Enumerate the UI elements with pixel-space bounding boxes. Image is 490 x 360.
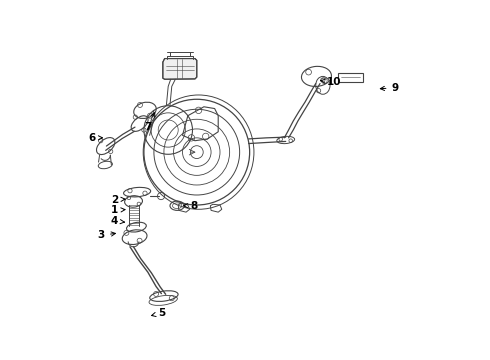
Text: 4: 4 xyxy=(111,216,124,226)
Text: 9: 9 xyxy=(380,83,398,93)
Text: 8: 8 xyxy=(184,201,198,211)
Text: 3: 3 xyxy=(98,230,116,240)
Text: 2: 2 xyxy=(111,195,125,204)
Text: 7: 7 xyxy=(144,113,155,132)
Text: 1: 1 xyxy=(111,205,125,215)
Text: 6: 6 xyxy=(89,133,102,143)
Text: 10: 10 xyxy=(320,77,341,87)
Polygon shape xyxy=(163,59,197,79)
Text: 5: 5 xyxy=(151,308,166,318)
